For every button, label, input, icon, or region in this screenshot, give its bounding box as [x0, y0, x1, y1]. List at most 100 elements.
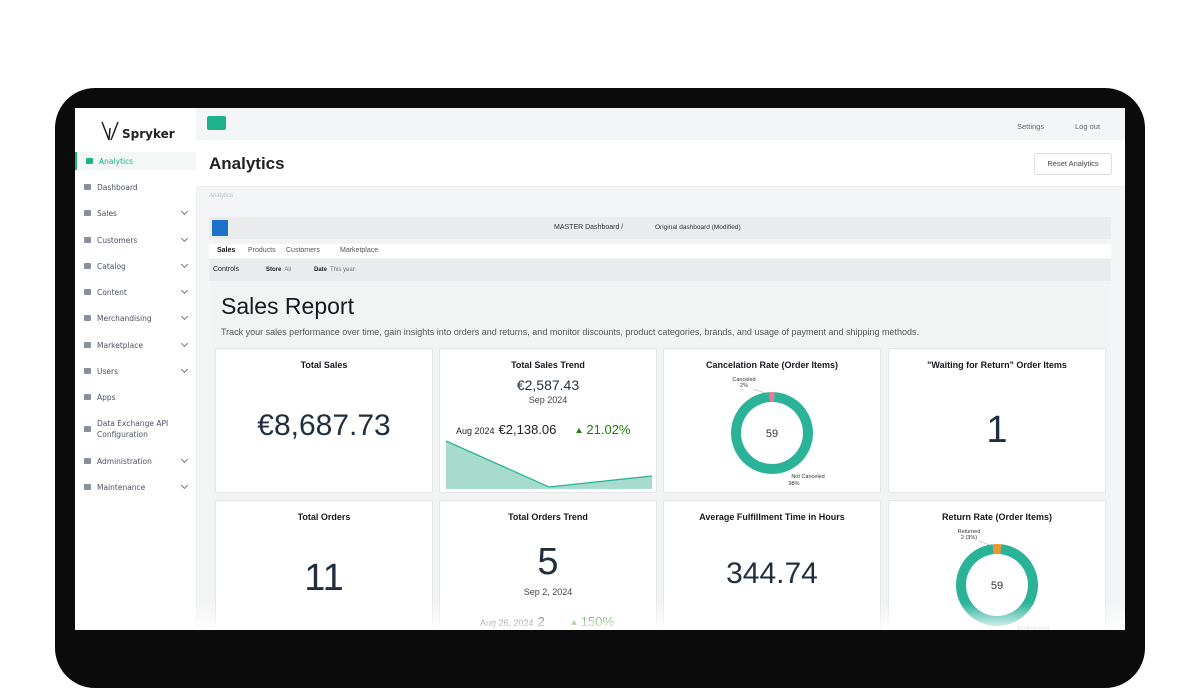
fade: [75, 603, 1125, 630]
nav-label: Dashboard: [97, 182, 177, 193]
dashboard-name: Original dashboard (Modified): [655, 224, 741, 231]
nav-item[interactable]: Merchandising: [75, 309, 196, 327]
nav-item[interactable]: Content: [75, 283, 196, 301]
kpi-value: 344.74: [664, 557, 880, 591]
trend-value: 5: [440, 541, 656, 584]
card: Total Sales €8,687.73: [215, 348, 433, 493]
trend-date: Sep 2, 2024: [440, 587, 656, 597]
nav-item[interactable]: Customers: [75, 231, 196, 249]
chevron: [181, 340, 188, 347]
kpi-value: 1: [889, 409, 1105, 452]
nav-item[interactable]: Dashboard: [75, 178, 196, 196]
card-title: "Waiting for Return" Order Items: [889, 360, 1105, 370]
nav-label: Customers: [97, 235, 177, 246]
kpi-value: €8,687.73: [216, 409, 432, 443]
nav-icon: [84, 484, 91, 490]
segment-name: Not Canceled: [791, 474, 824, 480]
nav-label: Marketplace: [97, 340, 177, 351]
logout[interactable]: Log out: [1075, 122, 1100, 131]
donut-center: 59: [766, 428, 778, 440]
nav-item[interactable]: Apps: [75, 388, 196, 406]
nav-icon: [84, 458, 91, 464]
tab[interactable]: Sales: [217, 244, 235, 258]
nav-item[interactable]: Analytics: [75, 152, 198, 170]
nav-label: Users: [97, 366, 177, 377]
compare-value: €2,138.06: [499, 422, 557, 437]
segment-label: 2 (3%): [961, 535, 977, 541]
nav-item[interactable]: Sales: [75, 204, 196, 222]
tab[interactable]: Customers: [286, 244, 320, 258]
nav-item[interactable]: Users: [75, 362, 196, 380]
filter-value: This year: [330, 267, 355, 273]
page: {"sidebar":{"brand":"Spryker","items":["…: [0, 0, 1200, 630]
tab[interactable]: Marketplace: [340, 244, 378, 258]
card-title: Average Fulfillment Time in Hours: [664, 512, 880, 522]
nav-item[interactable]: Maintenance: [75, 478, 196, 496]
nav-label: Catalog: [97, 261, 177, 272]
chevron: [181, 287, 188, 294]
nav-icon: [84, 184, 91, 190]
segment-label: 98%: [788, 481, 799, 487]
card: "Waiting for Return" Order Items 1: [888, 348, 1106, 493]
filter-value: All: [284, 267, 291, 273]
change: 21.02%: [586, 422, 630, 437]
trend-value: €2,587.43: [440, 377, 656, 393]
chevron: [181, 261, 188, 268]
filter-name: Date: [314, 267, 327, 273]
card-title: Cancelation Rate (Order Items): [664, 360, 880, 370]
card-title: Total Orders: [216, 512, 432, 522]
chevron: [181, 456, 188, 463]
topbar: [196, 108, 1125, 140]
nav-icon: [86, 158, 93, 164]
sidebar: Spryker Analytics Dashboard Sales Customers…: [75, 108, 197, 630]
nav-item[interactable]: Data Exchange API Configuration: [75, 414, 196, 444]
nav-icon: [84, 237, 91, 243]
controls-label: Controls: [213, 266, 239, 273]
nav-icon: [84, 210, 91, 216]
chevron: [181, 208, 188, 215]
nav-icon: [84, 263, 91, 269]
settings[interactable]: Settings: [1017, 122, 1044, 131]
dashboard-path: MASTER Dashboard /: [554, 224, 623, 231]
chevron: [181, 366, 188, 373]
tab[interactable]: Products: [248, 244, 276, 258]
page-title: Analytics: [209, 154, 285, 174]
chevron: [181, 313, 188, 320]
nav-item[interactable]: Marketplace: [75, 336, 196, 354]
compare-date: Aug 2024: [456, 426, 495, 436]
chevron: [181, 482, 188, 489]
donut-center: 59: [991, 580, 1003, 592]
nav-icon: [84, 315, 91, 321]
nav-label: Administration: [97, 456, 177, 467]
nav-label: Analytics: [99, 156, 179, 167]
sparkline: [440, 437, 658, 492]
main: Settings Log out Analytics Reset Analyti…: [196, 108, 1125, 630]
menu-button[interactable]: [207, 116, 226, 130]
sparkline-area: [446, 441, 652, 489]
report-title: Sales Report: [221, 293, 354, 320]
trend-date: Sep 2024: [440, 395, 656, 405]
breadcrumb: Analytics: [209, 193, 233, 199]
nav-item[interactable]: Catalog: [75, 257, 196, 275]
reset-button[interactable]: Reset Analytics: [1034, 153, 1112, 175]
card-title: Total Orders Trend: [440, 512, 656, 522]
brand: Spryker: [122, 127, 175, 141]
app-icon: [212, 220, 228, 236]
card-title: Total Sales Trend: [440, 360, 656, 370]
filter-name: Store: [266, 267, 281, 273]
kpi-value: 11: [216, 557, 432, 600]
header: [196, 140, 1125, 187]
nav-icon: [84, 368, 91, 374]
dashboard: MASTER Dashboard / Original dashboard (M…: [209, 217, 1111, 630]
screen: Spryker Analytics Dashboard Sales Customers…: [75, 108, 1125, 630]
nav-item[interactable]: Administration: [75, 452, 196, 470]
logo: [100, 120, 120, 144]
nav-label: Maintenance: [97, 482, 177, 493]
card: Total Sales Trend €2,587.43 Sep 2024 Aug 20…: [439, 348, 657, 493]
card-title: Total Sales: [216, 360, 432, 370]
chevron: [181, 235, 188, 242]
